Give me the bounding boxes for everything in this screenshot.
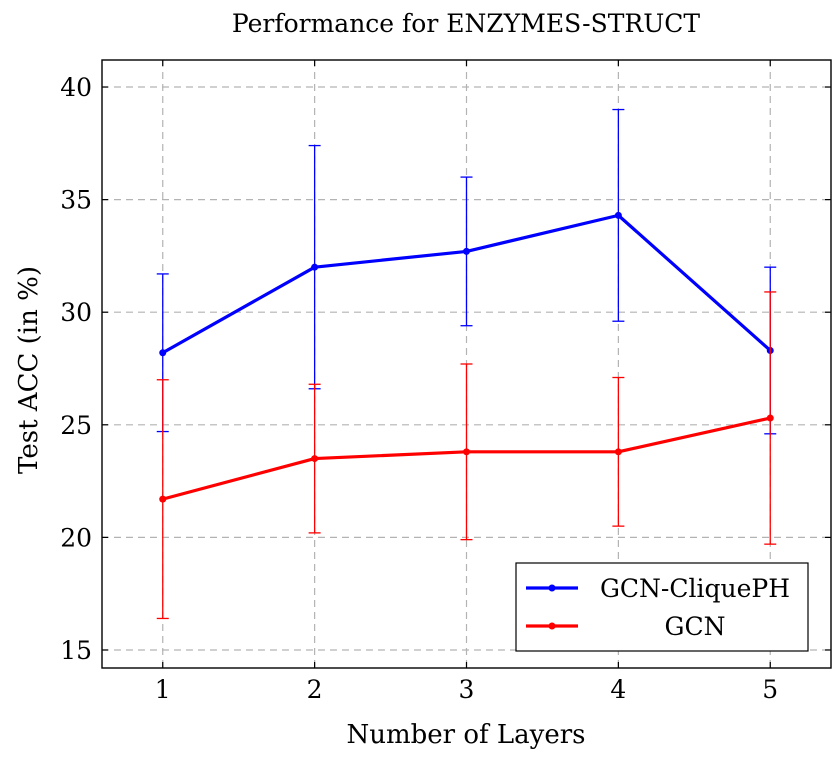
x-tick-label: 4 <box>610 675 626 704</box>
series-gcn-point <box>159 495 167 503</box>
legend-entry-gcn-cliqueph-label: GCN-CliquePH <box>600 574 790 603</box>
x-axis-title: Number of Layers <box>346 720 585 750</box>
series-gcn-point <box>766 414 774 422</box>
y-tick-label: 20 <box>60 523 92 552</box>
series-gcn-cliqueph-point <box>311 263 319 271</box>
series-gcn-cliqueph-point <box>463 247 470 255</box>
series-gcn-cliqueph-point <box>614 211 622 219</box>
x-tick-label: 3 <box>459 675 475 704</box>
legend-entry-gcn-marker <box>548 622 556 630</box>
legend-entry-gcn-cliqueph-marker <box>548 584 556 592</box>
axis-ticks: 1 2 3 4 5 15 20 25 30 35 40 <box>60 60 831 704</box>
series-gcn <box>156 291 777 620</box>
legend-box <box>515 562 809 652</box>
x-tick-label: 1 <box>155 675 171 704</box>
plot-data <box>156 108 777 620</box>
legend: GCN-CliquePH GCN <box>515 562 809 652</box>
y-tick-label: 25 <box>60 411 92 440</box>
y-tick-label: 30 <box>60 298 92 327</box>
x-tick-label: 5 <box>762 675 778 704</box>
series-gcn-point <box>614 448 622 456</box>
legend-entry-gcn-label: GCN <box>665 612 726 641</box>
series-gcn-point <box>311 455 319 463</box>
x-tick-label: 2 <box>307 675 323 704</box>
series-gcn-point <box>463 448 470 456</box>
y-tick-label: 15 <box>60 636 92 665</box>
y-axis-title: Test ACC (in %) <box>14 266 44 474</box>
chart-title: Performance for ENZYMES-STRUCT <box>232 9 701 38</box>
series-gcn-cliqueph-point <box>159 349 167 357</box>
y-tick-label: 40 <box>60 73 92 102</box>
y-tick-label: 35 <box>60 186 92 215</box>
